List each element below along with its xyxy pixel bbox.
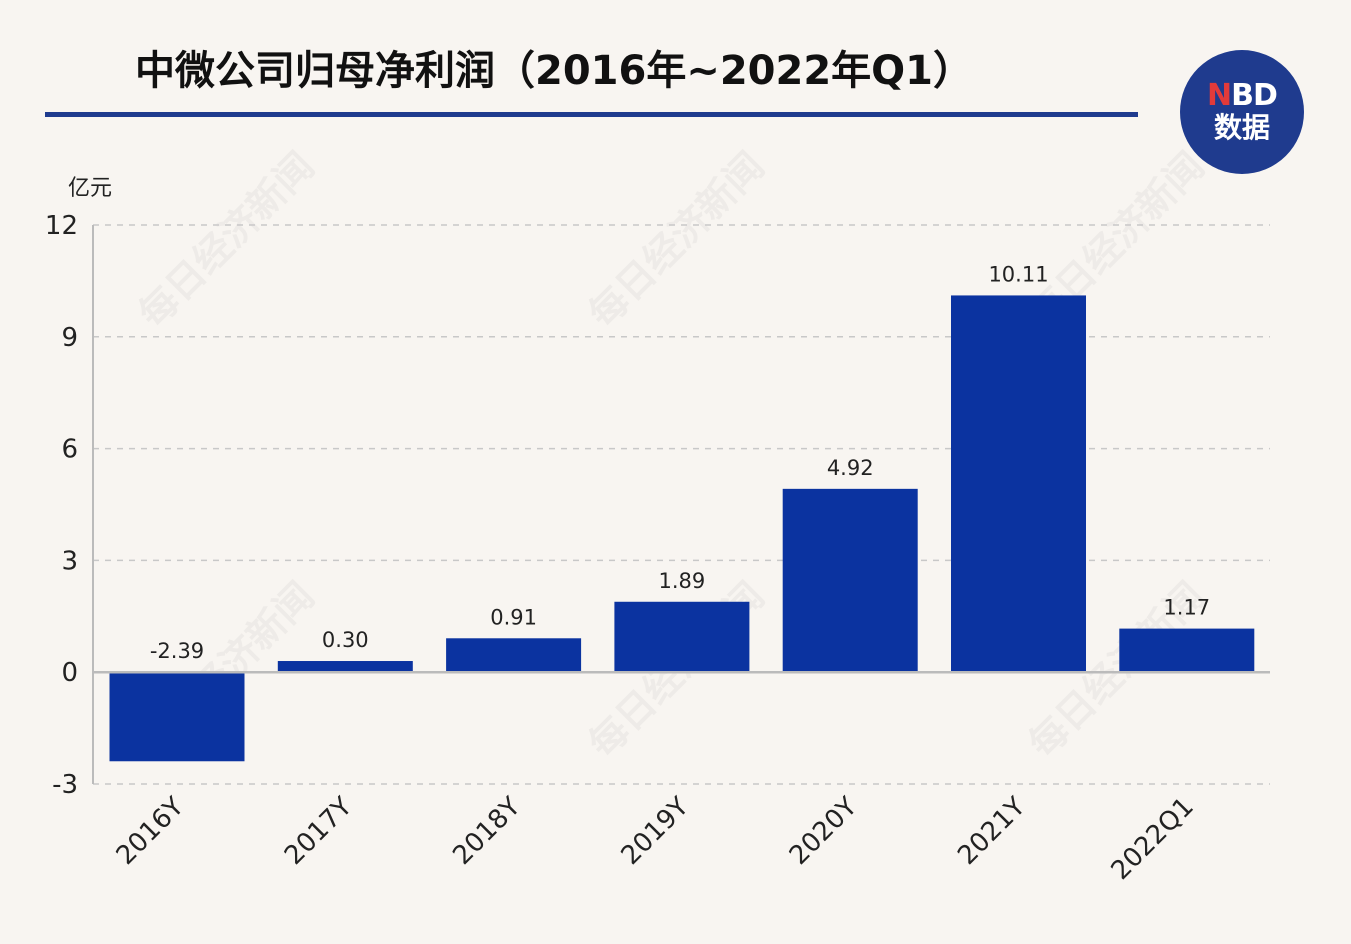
y-tick-label: 6: [61, 435, 78, 465]
y-tick-label: -3: [52, 770, 78, 800]
data-label: 0.91: [490, 605, 537, 629]
x-tick-label: 2019Y: [616, 792, 695, 871]
title-rule: [45, 112, 1138, 117]
x-tick-label: 2018Y: [447, 792, 526, 871]
y-axis-unit: 亿元: [68, 176, 113, 201]
logo-brand: NBD: [1207, 78, 1278, 113]
x-tick-label: 2022Q1: [1106, 792, 1200, 886]
nbd-logo: NBD 数据: [1180, 50, 1304, 174]
chart-title: 中微公司归母净利润（2016年~2022年Q1）: [135, 48, 974, 94]
logo-brand-n: N: [1207, 78, 1232, 113]
data-label: 4.92: [827, 456, 874, 480]
data-label: 10.11: [988, 262, 1048, 286]
data-label: 1.17: [1163, 596, 1210, 620]
y-tick-label: 0: [61, 658, 78, 688]
x-tick-label: 2020Y: [784, 792, 863, 871]
x-tick-label: 2016Y: [111, 792, 190, 871]
y-tick-label: 3: [61, 546, 78, 576]
bar: [277, 661, 413, 673]
bar: [446, 638, 582, 673]
bar: [1119, 628, 1255, 673]
bar: [614, 601, 750, 673]
x-tick-label: 2021Y: [952, 792, 1031, 871]
y-tick-label: 9: [61, 323, 78, 353]
bar: [109, 672, 245, 762]
logo-sub: 数据: [1213, 111, 1270, 144]
data-label: 1.89: [659, 569, 706, 593]
logo-brand-rest: BD: [1231, 78, 1278, 113]
bar: [782, 488, 918, 673]
x-tick-label: 2017Y: [279, 792, 358, 871]
bar: [951, 295, 1086, 673]
y-tick-label: 12: [45, 211, 78, 241]
data-label: -2.39: [150, 639, 204, 663]
data-label: 0.30: [322, 628, 369, 652]
